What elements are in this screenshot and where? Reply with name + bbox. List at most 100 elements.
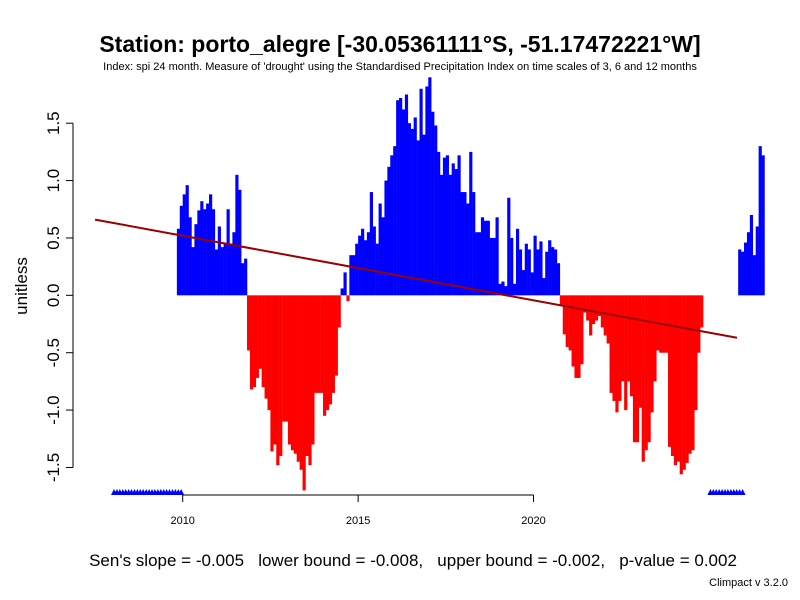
- bar: [755, 226, 759, 296]
- bar: [188, 217, 192, 296]
- bar: [668, 295, 672, 447]
- bar: [635, 295, 640, 443]
- y-axis: -1.5 -1.0 -0.5 0.0 0.5 1.0 1.5: [44, 111, 74, 482]
- bar: [308, 295, 312, 466]
- bar: [603, 295, 607, 336]
- bar: [410, 128, 414, 296]
- bar: [346, 295, 350, 302]
- bar: [203, 209, 207, 296]
- bar: [273, 295, 277, 445]
- bar: [609, 295, 613, 393]
- bar: [249, 295, 254, 390]
- sens-slope-stats: Sen's slope = -0.005 lower bound = -0.00…: [89, 551, 737, 570]
- bar: [191, 247, 195, 296]
- bar: [571, 295, 575, 367]
- bar: [439, 174, 444, 296]
- bar: [583, 295, 587, 313]
- bar: [670, 295, 675, 456]
- bar: [425, 86, 429, 296]
- bar: [556, 263, 561, 296]
- bar: [384, 180, 388, 296]
- bar: [489, 237, 493, 296]
- bar: [428, 77, 432, 296]
- bar: [325, 295, 330, 411]
- bar: [744, 242, 748, 296]
- bar: [518, 249, 523, 296]
- x-tick-label: 2020: [521, 515, 545, 527]
- bar: [399, 97, 403, 296]
- bar: [287, 295, 292, 445]
- bar: [480, 217, 485, 296]
- bar: [416, 140, 420, 296]
- chart-subtitle: Index: spi 24 month. Measure of 'drought…: [103, 61, 697, 73]
- bar: [630, 295, 634, 397]
- bar: [650, 295, 654, 413]
- bar: [296, 295, 300, 462]
- bar: [688, 295, 692, 454]
- bar: [211, 209, 216, 296]
- bar: [691, 295, 695, 451]
- missing-marker: [739, 489, 746, 495]
- bar: [530, 272, 534, 296]
- bar: [539, 241, 543, 296]
- bar: [553, 249, 558, 296]
- bar: [209, 194, 213, 296]
- bar: [352, 255, 356, 296]
- bar: [521, 270, 525, 296]
- bar: [305, 295, 309, 456]
- bar: [290, 295, 295, 451]
- bar: [241, 263, 245, 296]
- bar: [700, 295, 704, 328]
- bar: [442, 157, 447, 296]
- bar: [232, 232, 236, 296]
- bar: [594, 295, 599, 321]
- bar: [264, 295, 268, 399]
- y-tick-label: 0.5: [44, 226, 63, 250]
- bar: [200, 201, 204, 296]
- bar: [551, 247, 555, 296]
- bar: [182, 194, 186, 296]
- bar: [407, 123, 411, 296]
- bar: [323, 295, 327, 416]
- bar: [615, 295, 619, 413]
- x-tick-label: 2010: [170, 515, 194, 527]
- bar: [285, 295, 289, 422]
- bar: [282, 295, 286, 422]
- bar: [568, 295, 572, 351]
- bar: [270, 295, 274, 452]
- bar: [302, 295, 306, 491]
- bar: [565, 295, 569, 347]
- bar: [276, 295, 280, 466]
- bar: [431, 111, 435, 296]
- bar: [349, 255, 353, 296]
- bar: [223, 243, 227, 296]
- bar: [644, 295, 648, 451]
- bar: [591, 295, 596, 325]
- y-tick-label: -0.5: [44, 338, 63, 367]
- bar: [247, 295, 251, 351]
- bar: [437, 151, 441, 296]
- bar: [369, 192, 373, 296]
- bar: [472, 192, 476, 296]
- chart-title: Station: porto_alegre [-30.05361111°S, -…: [99, 31, 701, 57]
- bar: [311, 295, 315, 445]
- bar: [673, 295, 678, 466]
- x-tick-label: 2015: [346, 515, 370, 527]
- bar: [363, 240, 368, 296]
- bar: [185, 185, 189, 296]
- bar: [647, 295, 651, 443]
- bar: [206, 203, 210, 296]
- bar: [597, 295, 602, 316]
- bar: [331, 295, 335, 393]
- bar: [600, 295, 604, 328]
- bar: [469, 151, 473, 296]
- bar: [466, 203, 470, 296]
- bar: [589, 295, 593, 336]
- bar: [606, 295, 610, 344]
- bar: [477, 232, 482, 296]
- bar: [641, 295, 645, 462]
- bar: [638, 295, 642, 408]
- trend-line: [94, 218, 738, 339]
- bar: [176, 228, 181, 296]
- bar: [676, 295, 680, 462]
